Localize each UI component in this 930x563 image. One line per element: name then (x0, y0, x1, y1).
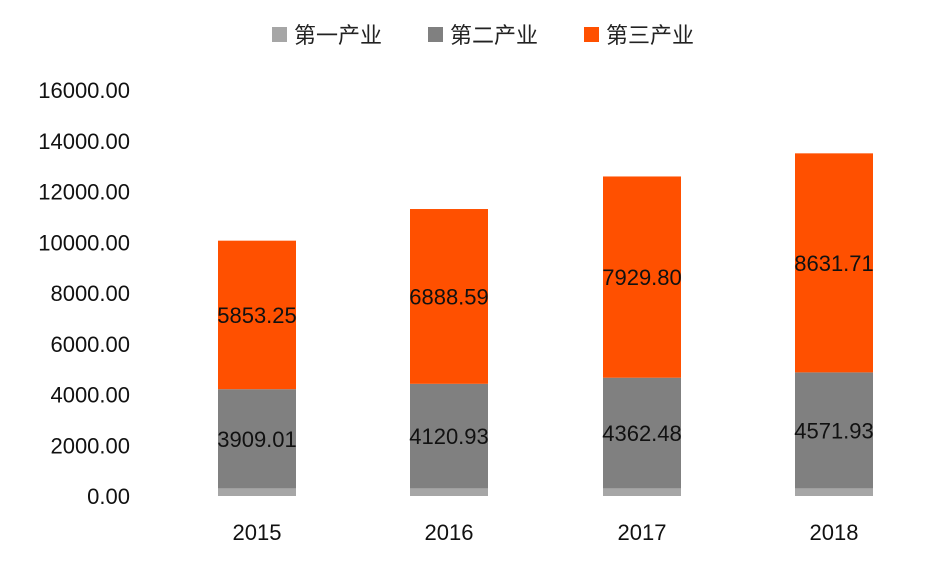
data-label-2017-series-2: 4362.48 (602, 421, 682, 446)
data-labels: 3909.01 5853.25 4120.93 6888.59 4362.48 7929.… (217, 251, 874, 452)
bars (218, 153, 873, 496)
y-tick-label: 2000.00 (50, 433, 130, 458)
y-tick-label: 4000.00 (50, 383, 130, 408)
y-tick-label: 12000.00 (38, 180, 130, 205)
y-tick-label: 0.00 (87, 484, 130, 509)
data-label-2017-series-3: 7929.80 (602, 265, 682, 290)
y-tick-label: 6000.00 (50, 332, 130, 357)
legend-swatch-3 (584, 27, 599, 42)
x-tick-label: 2018 (810, 520, 859, 545)
bar-segment-2015-series-1 (218, 488, 296, 496)
y-axis: 0.00 2000.00 4000.00 6000.00 8000.00 10000.00… (38, 78, 130, 509)
legend-label-2: 第二产业 (450, 24, 538, 49)
y-tick-label: 16000.00 (38, 78, 130, 103)
legend: 第一产业 第二产业 第三产业 (272, 24, 694, 49)
data-label-2018-series-2: 4571.93 (794, 418, 874, 443)
legend-swatch-1 (272, 27, 287, 42)
data-label-2015-series-3: 5853.25 (217, 303, 297, 328)
legend-swatch-2 (428, 27, 443, 42)
bar-segment-2017-series-3 (603, 176, 681, 378)
y-tick-label: 8000.00 (50, 281, 130, 306)
bar-segment-2017-series-1 (603, 488, 681, 496)
y-tick-label: 14000.00 (38, 129, 130, 154)
bar-segment-2016-series-2 (410, 383, 488, 489)
bar-segment-2018-series-1 (795, 488, 873, 496)
x-tick-label: 2015 (233, 520, 282, 545)
x-tick-label: 2016 (425, 520, 474, 545)
data-label-2016-series-2: 4120.93 (409, 424, 489, 449)
bar-segment-2018-series-2 (795, 372, 873, 489)
bar-segment-2016-series-1 (410, 488, 488, 496)
bar-segment-2015-series-2 (218, 389, 296, 489)
legend-label-3: 第三产业 (606, 24, 694, 49)
data-label-2018-series-3: 8631.71 (794, 251, 874, 276)
data-label-2015-series-2: 3909.01 (217, 427, 297, 452)
bar-segment-2015-series-3 (218, 240, 296, 390)
legend-label-1: 第一产业 (294, 24, 382, 49)
bar-segment-2018-series-3 (795, 153, 873, 373)
bar-segment-2017-series-2 (603, 377, 681, 489)
x-tick-label: 2017 (618, 520, 667, 545)
data-label-2016-series-3: 6888.59 (409, 284, 489, 309)
y-tick-label: 10000.00 (38, 230, 130, 255)
bar-segment-2016-series-3 (410, 209, 488, 384)
x-axis: 2015 2016 2017 2018 (233, 520, 859, 545)
